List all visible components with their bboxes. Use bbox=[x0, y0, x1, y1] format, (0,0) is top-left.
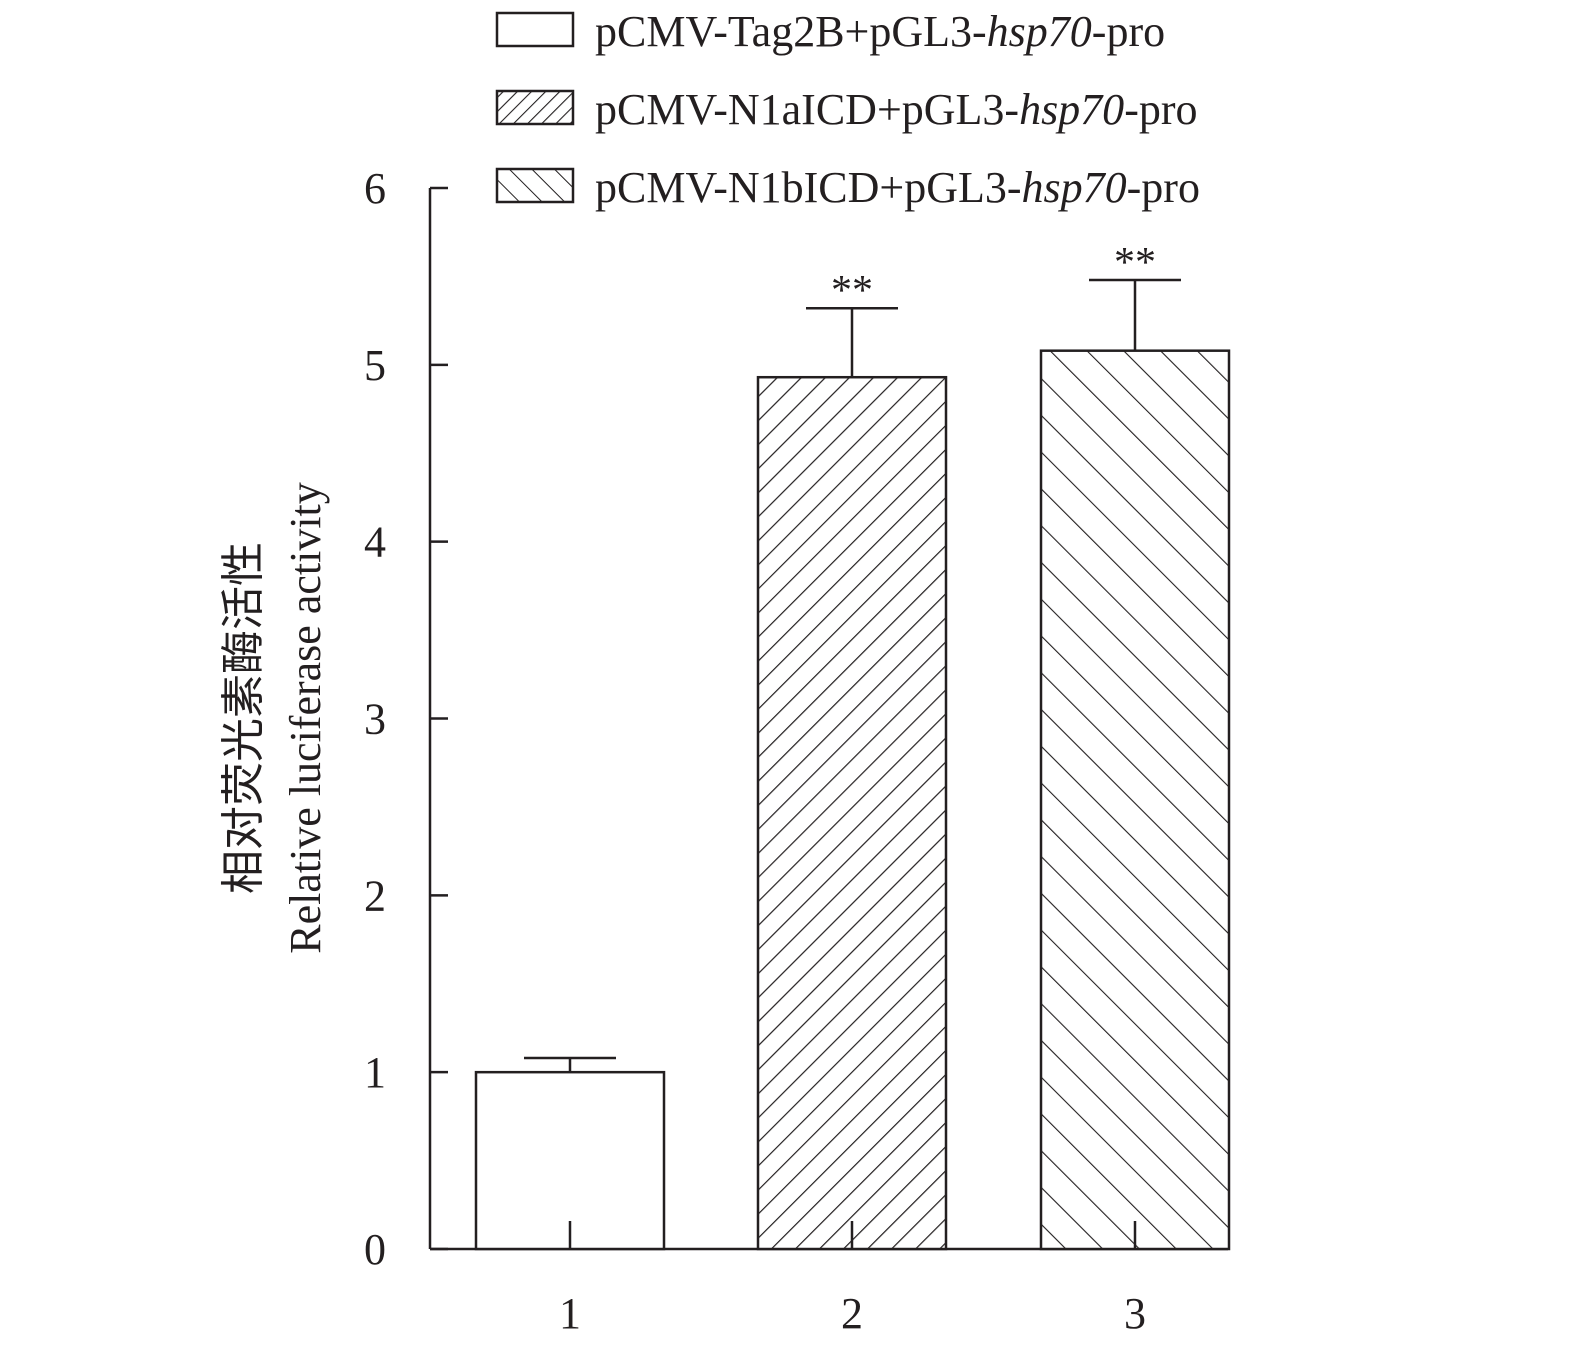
legend-label-prefix: pCMV-N1bICD+pGL3- bbox=[595, 163, 1022, 212]
legend-label-prefix: pCMV-N1aICD+pGL3- bbox=[595, 85, 1019, 134]
significance-label: ** bbox=[831, 268, 873, 314]
legend-label: pCMV-Tag2B+pGL3-hsp70-pro bbox=[595, 7, 1165, 56]
legend-item: pCMV-N1aICD+pGL3-hsp70-pro bbox=[495, 85, 1198, 134]
y-tick-label: 1 bbox=[364, 1048, 386, 1097]
bar bbox=[756, 375, 948, 1251]
legend-label-gene: hsp70 bbox=[987, 7, 1092, 56]
legend-item: pCMV-N1bICD+pGL3-hsp70-pro bbox=[495, 163, 1200, 212]
legend-label-gene: hsp70 bbox=[1022, 163, 1127, 212]
legend-label-gene: hsp70 bbox=[1019, 85, 1124, 134]
legend-label-suffix: -pro bbox=[1127, 163, 1200, 212]
y-axis: 0 1 2 3 4 5 6 bbox=[364, 164, 448, 1274]
legend-label-suffix: -pro bbox=[1092, 7, 1165, 56]
legend-swatch bbox=[495, 167, 575, 204]
y-tick-label: 6 bbox=[364, 164, 386, 213]
legend-swatch bbox=[495, 89, 575, 126]
legend-item: pCMV-Tag2B+pGL3-hsp70-pro bbox=[495, 7, 1165, 56]
y-tick-label: 0 bbox=[364, 1225, 386, 1274]
legend-label-prefix: pCMV-Tag2B+pGL3- bbox=[595, 7, 987, 56]
x-tick-label: 1 bbox=[559, 1289, 581, 1338]
y-tick-label: 5 bbox=[364, 341, 386, 390]
y-axis-title: 相对荧光素酶活性 Relative luciferase activity bbox=[219, 482, 330, 954]
y-tick-label: 4 bbox=[364, 518, 386, 567]
y-tick-label: 3 bbox=[364, 695, 386, 744]
y-axis-title-cn: 相对荧光素酶活性 bbox=[219, 542, 268, 894]
bars: 1 2 ** 3 ** bbox=[474, 240, 1231, 1338]
bar bbox=[1039, 349, 1231, 1251]
x-tick-label: 2 bbox=[841, 1289, 863, 1338]
legend-label: pCMV-N1bICD+pGL3-hsp70-pro bbox=[595, 163, 1200, 212]
legend-label-suffix: -pro bbox=[1124, 85, 1197, 134]
legend-label: pCMV-N1aICD+pGL3-hsp70-pro bbox=[595, 85, 1198, 134]
legend-swatch bbox=[495, 11, 575, 48]
x-tick-label: 3 bbox=[1124, 1289, 1146, 1338]
bar bbox=[474, 1070, 666, 1251]
y-tick-label: 2 bbox=[364, 871, 386, 920]
significance-label: ** bbox=[1114, 240, 1156, 286]
legend: pCMV-Tag2B+pGL3-hsp70-propCMV-N1aICD+pGL… bbox=[495, 7, 1200, 212]
y-axis-title-en: Relative luciferase activity bbox=[281, 482, 330, 954]
